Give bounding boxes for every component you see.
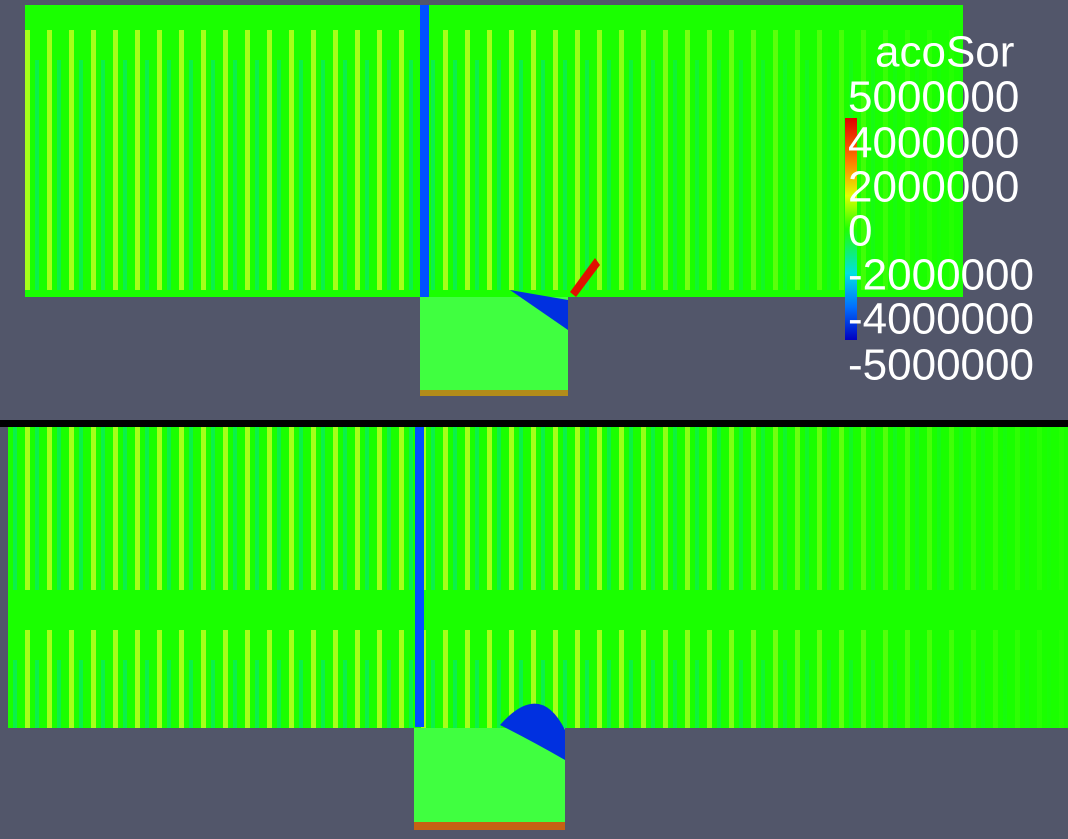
legend-label: 0 [848, 207, 872, 256]
page: acoSor 5000000400000020000000-2000000-40… [0, 0, 1068, 839]
jet [420, 5, 429, 297]
separator [0, 420, 1068, 427]
legend-label: -5000000 [848, 341, 1034, 390]
legend-label: -4000000 [848, 295, 1034, 344]
bottom-panel [8, 427, 1068, 830]
visualization: acoSor 5000000400000020000000-2000000-40… [0, 0, 1068, 839]
field-fade [25, 5, 963, 297]
floor [414, 822, 565, 830]
legend-label: 5000000 [848, 73, 1019, 122]
legend-title: acoSor [875, 28, 1014, 77]
field-fade [8, 427, 1068, 728]
floor [420, 390, 568, 396]
legend-label: -2000000 [848, 251, 1034, 300]
jet [415, 427, 424, 727]
legend: acoSor 5000000400000020000000-2000000-40… [845, 28, 1034, 390]
legend-label: 4000000 [848, 119, 1019, 168]
legend-label: 2000000 [848, 163, 1019, 212]
top-panel [25, 5, 963, 396]
